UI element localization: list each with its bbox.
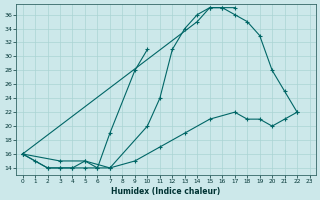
X-axis label: Humidex (Indice chaleur): Humidex (Indice chaleur) bbox=[111, 187, 221, 196]
